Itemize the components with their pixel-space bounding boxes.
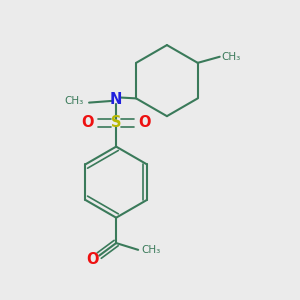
Text: S: S bbox=[111, 116, 122, 130]
Text: O: O bbox=[81, 116, 94, 130]
Text: CH₃: CH₃ bbox=[141, 245, 160, 255]
Text: O: O bbox=[139, 116, 151, 130]
Text: CH₃: CH₃ bbox=[65, 96, 84, 106]
Text: O: O bbox=[86, 253, 99, 268]
Text: N: N bbox=[110, 92, 122, 107]
Text: CH₃: CH₃ bbox=[222, 52, 241, 62]
